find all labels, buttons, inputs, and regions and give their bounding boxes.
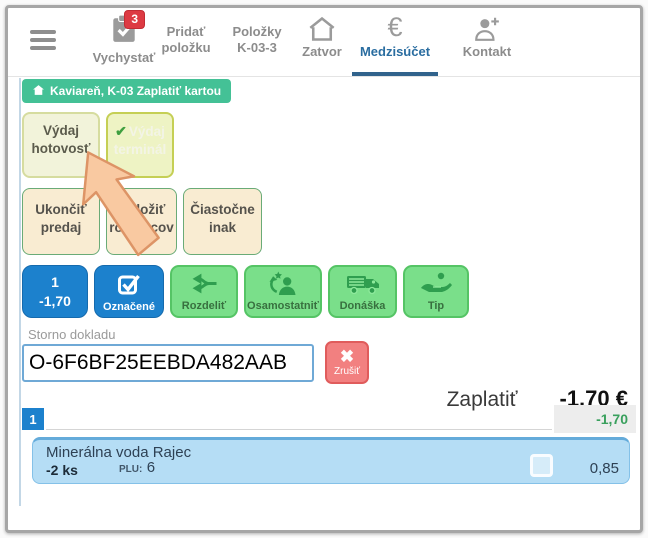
- ciastocne-inak-button[interactable]: Čiastočne inak: [183, 188, 262, 255]
- tab-medzisucet-label: Medzisúčet: [359, 44, 431, 59]
- breadcrumb[interactable]: Kaviareň, K-03 Zaplatiť kartou: [22, 79, 232, 103]
- oznacene-label: Označené: [103, 300, 155, 313]
- tab-polozky-line1: Položky: [232, 24, 282, 39]
- tab-medzisucet[interactable]: € Medzisúčet: [350, 14, 440, 60]
- order-group-divider: [46, 429, 552, 430]
- osamostatnit-button[interactable]: Osamostatniť: [244, 265, 322, 318]
- rozdelit-button[interactable]: Rozdeliť: [170, 265, 238, 318]
- vydaj-terminal-button[interactable]: ✔ Výdaj terminál: [106, 112, 174, 178]
- toolbar-separator: [8, 76, 640, 77]
- storno-dokladu-label: Storno dokladu: [28, 327, 116, 342]
- zrusit-label: Zrušiť: [334, 366, 360, 377]
- selection-amount: -1,70: [39, 293, 71, 309]
- vychystat-count-badge: 3: [124, 10, 145, 29]
- hand-coin-icon: [419, 272, 453, 299]
- vydaj-hotovost-line2: hotovosť: [31, 140, 91, 156]
- person-add-icon: [456, 16, 518, 42]
- ciastocne-line1: Čiastočne: [190, 202, 255, 217]
- order-group-total: -1,70: [554, 405, 636, 433]
- item-quantity: -2 ks: [46, 462, 78, 478]
- tip-label: Tip: [427, 299, 445, 312]
- vydaj-hotovost-line1: Výdaj: [42, 123, 80, 138]
- truck-icon: [346, 272, 380, 299]
- home-icon: [32, 84, 45, 99]
- ciastocne-line2: inak: [208, 220, 236, 236]
- tab-zatvor-label: Zatvor: [302, 44, 342, 59]
- checkbox-check-icon: [116, 271, 143, 300]
- vydaj-hotovost-button[interactable]: Výdaj hotovosť: [22, 112, 100, 178]
- odlozit-line2: rozpracov: [109, 220, 174, 236]
- euro-icon: €: [387, 12, 403, 42]
- tab-polozky[interactable]: Položky K-03-3: [224, 24, 290, 57]
- ukoncit-line1: Ukončiť: [35, 202, 87, 217]
- donaska-label: Donáška: [339, 299, 386, 312]
- pos-window: 3 Vychystať Pridať položku Položky K-03-…: [5, 5, 643, 533]
- order-group-number-badge: 1: [22, 408, 44, 430]
- donaska-button[interactable]: Donáška: [328, 265, 397, 318]
- tab-pridat-line1: Pridať: [166, 24, 206, 39]
- osamostatnit-label: Osamostatniť: [247, 300, 319, 312]
- ukoncit-predaj-button[interactable]: Ukončiť predaj: [22, 188, 100, 255]
- tab-polozky-line2: K-03-3: [237, 40, 277, 56]
- plu-label: PLU:: [119, 464, 143, 475]
- close-icon: ✖: [339, 347, 355, 366]
- tab-vychystat-label: Vychystať: [92, 50, 156, 66]
- breadcrumb-label: Kaviareň, K-03 Zaplatiť kartou: [50, 84, 222, 98]
- oznacene-button[interactable]: Označené: [94, 265, 164, 318]
- zaplatit-label: Zaplatiť: [446, 388, 518, 411]
- clipboard-check-icon: 3: [111, 10, 145, 46]
- tab-kontakt[interactable]: Kontakt: [456, 16, 518, 60]
- tab-kontakt-label: Kontakt: [462, 44, 512, 59]
- fork-arrows-icon: [189, 271, 219, 299]
- home-icon: [296, 16, 348, 42]
- odlozit-line1: Odložiť: [117, 202, 166, 217]
- tab-pridat-polozku[interactable]: Pridať položku: [154, 24, 218, 57]
- tab-zatvor[interactable]: Zatvor: [296, 16, 348, 60]
- item-checkbox[interactable]: [530, 454, 553, 477]
- item-name: Minerálna voda Rajec: [46, 444, 192, 461]
- tab-vychystat[interactable]: 3 Vychystať: [86, 10, 162, 67]
- person-star-icon: [268, 271, 298, 299]
- menu-icon[interactable]: [30, 30, 56, 54]
- vydaj-terminal-line2: terminál: [113, 141, 167, 157]
- vydaj-terminal-line1: Výdaj: [128, 124, 165, 139]
- plu-value: 6: [146, 459, 156, 476]
- selection-count: 1: [51, 273, 59, 290]
- selection-summary-button[interactable]: 1 -1,70: [22, 265, 88, 318]
- odlozit-button[interactable]: Odložiť rozpracov: [106, 188, 177, 255]
- zrusit-button[interactable]: ✖ Zrušiť: [325, 341, 369, 384]
- item-row[interactable]: Minerálna voda Rajec -2 ks PLU: 6 0,85: [32, 437, 630, 484]
- tab-pridat-line2: položku: [161, 40, 211, 56]
- item-plu: PLU: 6: [119, 459, 155, 477]
- check-icon: ✔: [115, 123, 127, 139]
- item-price: 0,85: [589, 460, 619, 477]
- ukoncit-line2: predaj: [40, 220, 82, 236]
- tip-button[interactable]: Tip: [403, 265, 469, 318]
- content-left-border: [19, 78, 21, 506]
- active-tab-underline: [352, 72, 438, 76]
- rozdelit-label: Rozdeliť: [181, 300, 227, 312]
- storno-input[interactable]: [22, 344, 314, 382]
